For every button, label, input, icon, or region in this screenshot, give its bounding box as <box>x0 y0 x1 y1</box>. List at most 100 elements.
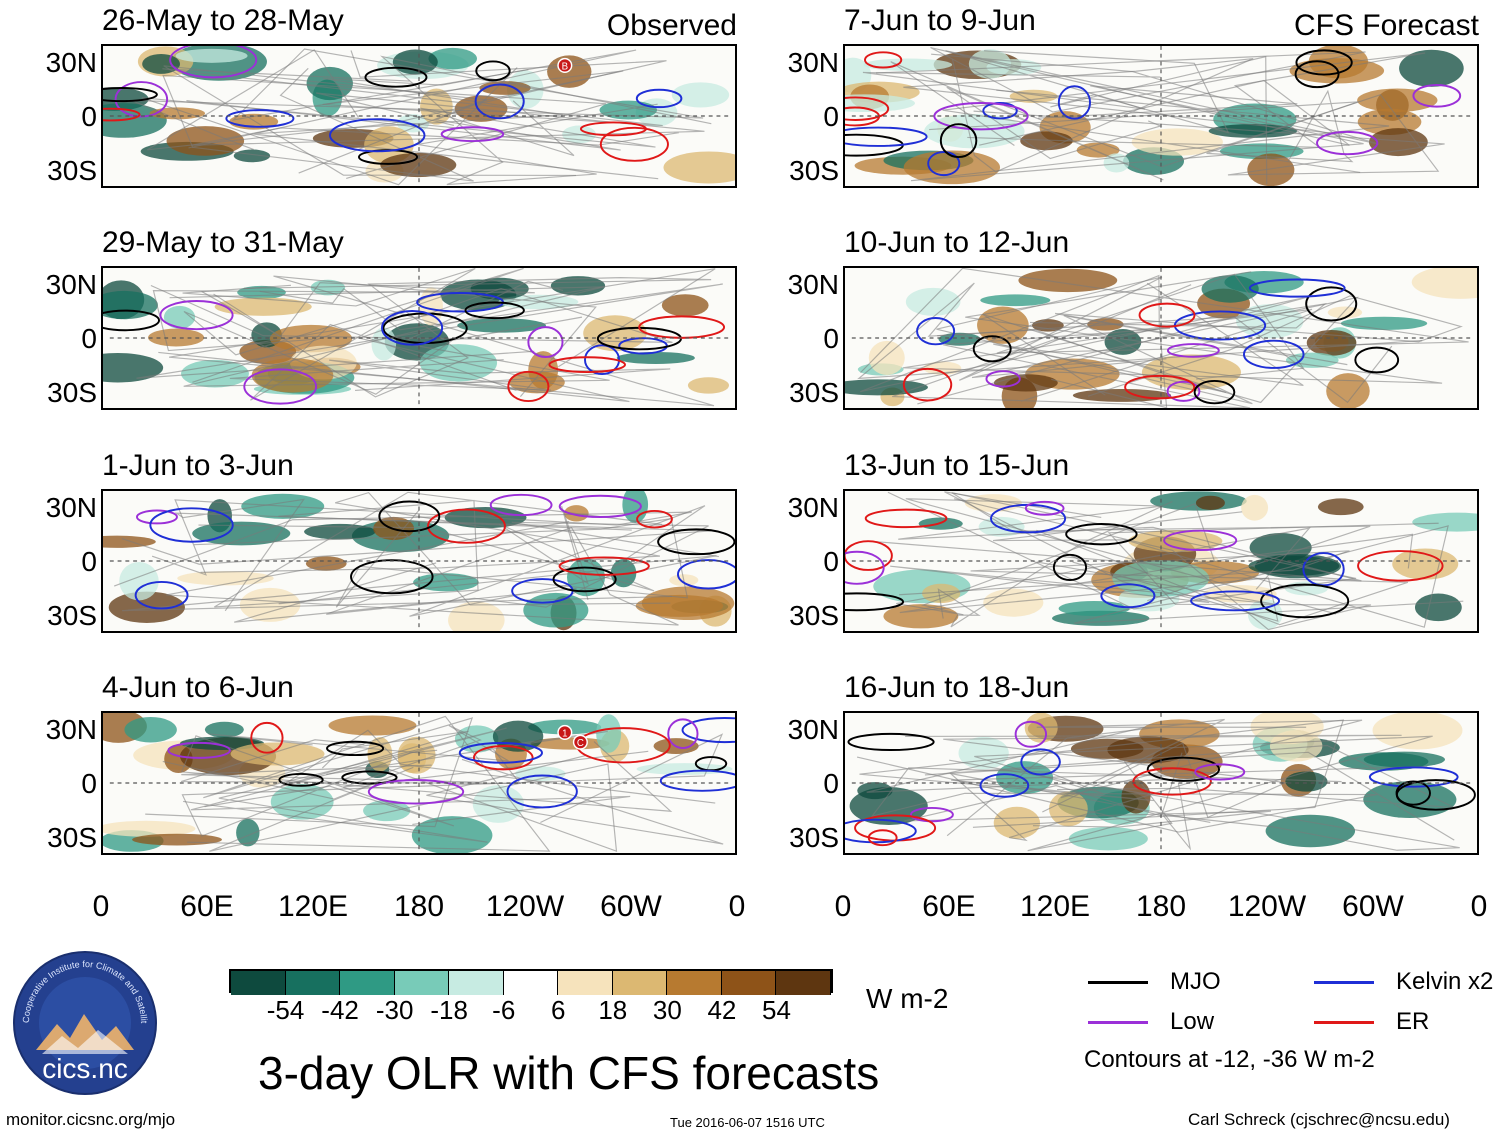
olr-anomaly-shading <box>616 351 695 365</box>
coastline <box>866 726 1211 842</box>
olr-anomaly-shading <box>148 328 205 347</box>
legend-label: ER <box>1396 1008 1430 1035</box>
olr-anomaly-shading <box>363 800 411 822</box>
olr-anomaly-shading <box>1265 814 1356 848</box>
olr-anomaly-shading <box>1357 88 1438 112</box>
olr-anomaly-shading <box>993 806 1041 839</box>
coastline <box>929 89 1359 163</box>
filter-contour <box>507 370 550 403</box>
storm-marker-label: C <box>577 738 584 749</box>
filter-contour <box>103 107 141 122</box>
olr-anomaly-shading <box>132 833 222 846</box>
olr-anomaly-shading <box>622 491 649 524</box>
coastline <box>937 500 1173 628</box>
filter-contour <box>1357 550 1444 582</box>
filter-contour <box>845 540 893 571</box>
olr-anomaly-shading <box>142 53 180 74</box>
olr-anomaly-shading <box>1072 389 1172 402</box>
filter-contour <box>489 493 553 517</box>
filter-contour <box>845 818 917 844</box>
filter-contour <box>657 528 735 556</box>
y-tick-label: 30N <box>787 714 839 745</box>
filter-contour <box>985 370 1021 388</box>
colorbar-cell <box>667 971 722 995</box>
panel-title: 16-Jun to 18-Jun <box>844 671 1070 704</box>
filter-contour <box>1243 339 1305 369</box>
storm-marker <box>557 57 573 73</box>
olr-map-svg <box>103 491 735 631</box>
legend-line <box>1088 981 1148 984</box>
filter-contour <box>1166 343 1220 358</box>
legend-label: Kelvin x2 <box>1396 968 1494 995</box>
olr-anomaly-shading <box>230 742 325 766</box>
olr-map-svg <box>845 713 1476 853</box>
olr-anomaly-shading <box>411 816 493 853</box>
coastline <box>113 499 692 587</box>
olr-map-panel <box>101 489 737 633</box>
y-tick-label: 30N <box>787 47 839 78</box>
olr-anomaly-shading <box>177 571 274 586</box>
colorbar <box>229 969 833 995</box>
filter-contour <box>1354 346 1400 374</box>
olr-anomaly-shading <box>428 47 477 70</box>
filter-contour <box>364 66 428 88</box>
olr-anomaly-shading <box>924 114 1025 149</box>
filter-contour <box>548 356 626 374</box>
filter-contour <box>440 126 505 143</box>
coastline <box>937 296 1359 404</box>
x-tick-label: 0 <box>92 890 110 923</box>
x-tick-label: 120E <box>1019 890 1091 923</box>
y-tick-label: 30S <box>47 155 97 186</box>
olr-anomaly-shading <box>905 287 961 316</box>
filter-contour <box>1260 583 1350 619</box>
colorbar-tick-label: 6 <box>551 995 566 1025</box>
filter-contour <box>250 721 284 754</box>
olr-anomaly-shading <box>1369 128 1428 157</box>
olr-anomaly-shading <box>641 586 735 621</box>
filter-contour <box>681 717 735 744</box>
y-tick-label: 0 <box>81 546 97 577</box>
filter-contour <box>1020 748 1061 776</box>
coastline <box>899 529 1409 626</box>
colorbar-cell <box>231 971 286 995</box>
y-tick-label: 30S <box>789 155 839 186</box>
coastline <box>150 284 673 403</box>
filter-contour <box>1248 278 1346 298</box>
olr-anomaly-shading <box>1024 713 1058 743</box>
olr-anomaly-shading <box>1049 791 1088 827</box>
y-tick-label: 30N <box>787 269 839 300</box>
filter-contour <box>169 46 258 79</box>
filter-contour <box>350 559 434 595</box>
filter-contour <box>103 309 161 332</box>
olr-anomaly-shading <box>983 588 1044 617</box>
colorbar-tick-label: -18 <box>430 995 468 1025</box>
y-tick-label: 30N <box>45 269 97 300</box>
olr-anomaly-shading <box>214 297 312 316</box>
coastline <box>141 67 656 186</box>
colorbar-tick-label: -54 <box>266 995 305 1025</box>
olr-map-svg <box>845 491 1477 631</box>
filter-contour <box>638 315 726 339</box>
filter-contour <box>474 83 525 120</box>
y-tick-label: 0 <box>823 323 839 354</box>
filter-contour <box>1194 763 1246 781</box>
filter-contour <box>243 368 318 405</box>
coastline <box>856 756 1378 833</box>
coastline <box>169 268 716 407</box>
x-tick-label: 60W <box>1342 890 1404 923</box>
filter-contour <box>367 779 465 805</box>
colorbar-cell <box>558 971 613 995</box>
filter-contour <box>167 741 231 759</box>
olr-anomaly-shading <box>671 82 730 108</box>
filter-contour <box>1014 720 1048 748</box>
colorbar-tick-label: 30 <box>652 995 682 1025</box>
filter-contour <box>677 559 735 590</box>
footer-url[interactable]: monitor.cicsnc.org/mjo <box>6 1110 176 1129</box>
olr-map-panel <box>843 489 1479 633</box>
colorbar-cell <box>285 971 341 995</box>
filter-contour <box>329 118 426 153</box>
storm-marker <box>572 734 588 750</box>
y-tick-label: 30N <box>45 492 97 523</box>
olr-map-svg: 1C <box>103 713 735 853</box>
